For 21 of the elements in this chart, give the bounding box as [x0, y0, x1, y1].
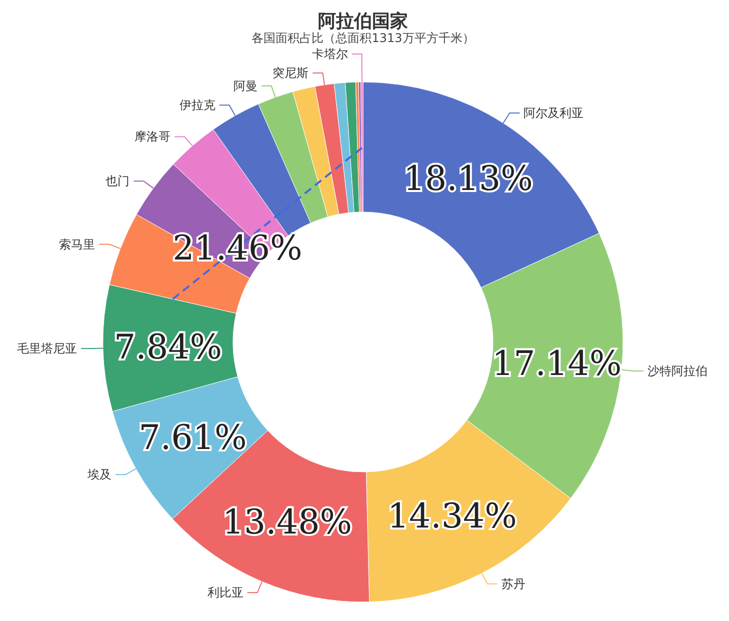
data-label: 7.61%: [138, 418, 247, 458]
slice-label: 毛里塔尼亚: [17, 341, 78, 356]
slice-label: 利比亚: [207, 586, 244, 600]
data-label: 14.34%: [387, 496, 518, 536]
slice-label: 卡塔尔: [312, 47, 348, 61]
chart-title: 阿拉伯国家: [318, 11, 408, 32]
slice-label: 埃及: [86, 468, 112, 482]
data-label: 17.14%: [492, 344, 622, 384]
slice-label: 索马里: [59, 237, 96, 252]
slice-label: 也门: [106, 174, 130, 188]
data-label: 13.48%: [222, 502, 352, 543]
chart-subtitle: 各国面积占比（总面积1313万平方千米）: [252, 31, 474, 45]
slice-label: 阿曼: [233, 78, 258, 93]
slice-label: 摩洛哥: [134, 130, 171, 144]
data-label: 7.84%: [114, 328, 222, 368]
slice-label: 突尼斯: [272, 66, 309, 80]
slice-label: 伊拉克: [179, 98, 216, 112]
slice-label: 阿尔及利亚: [524, 106, 584, 120]
slice-label: 苏丹: [501, 576, 526, 591]
slice-label: 沙特阿拉伯: [647, 364, 708, 378]
data-label: 18.13%: [403, 158, 533, 199]
